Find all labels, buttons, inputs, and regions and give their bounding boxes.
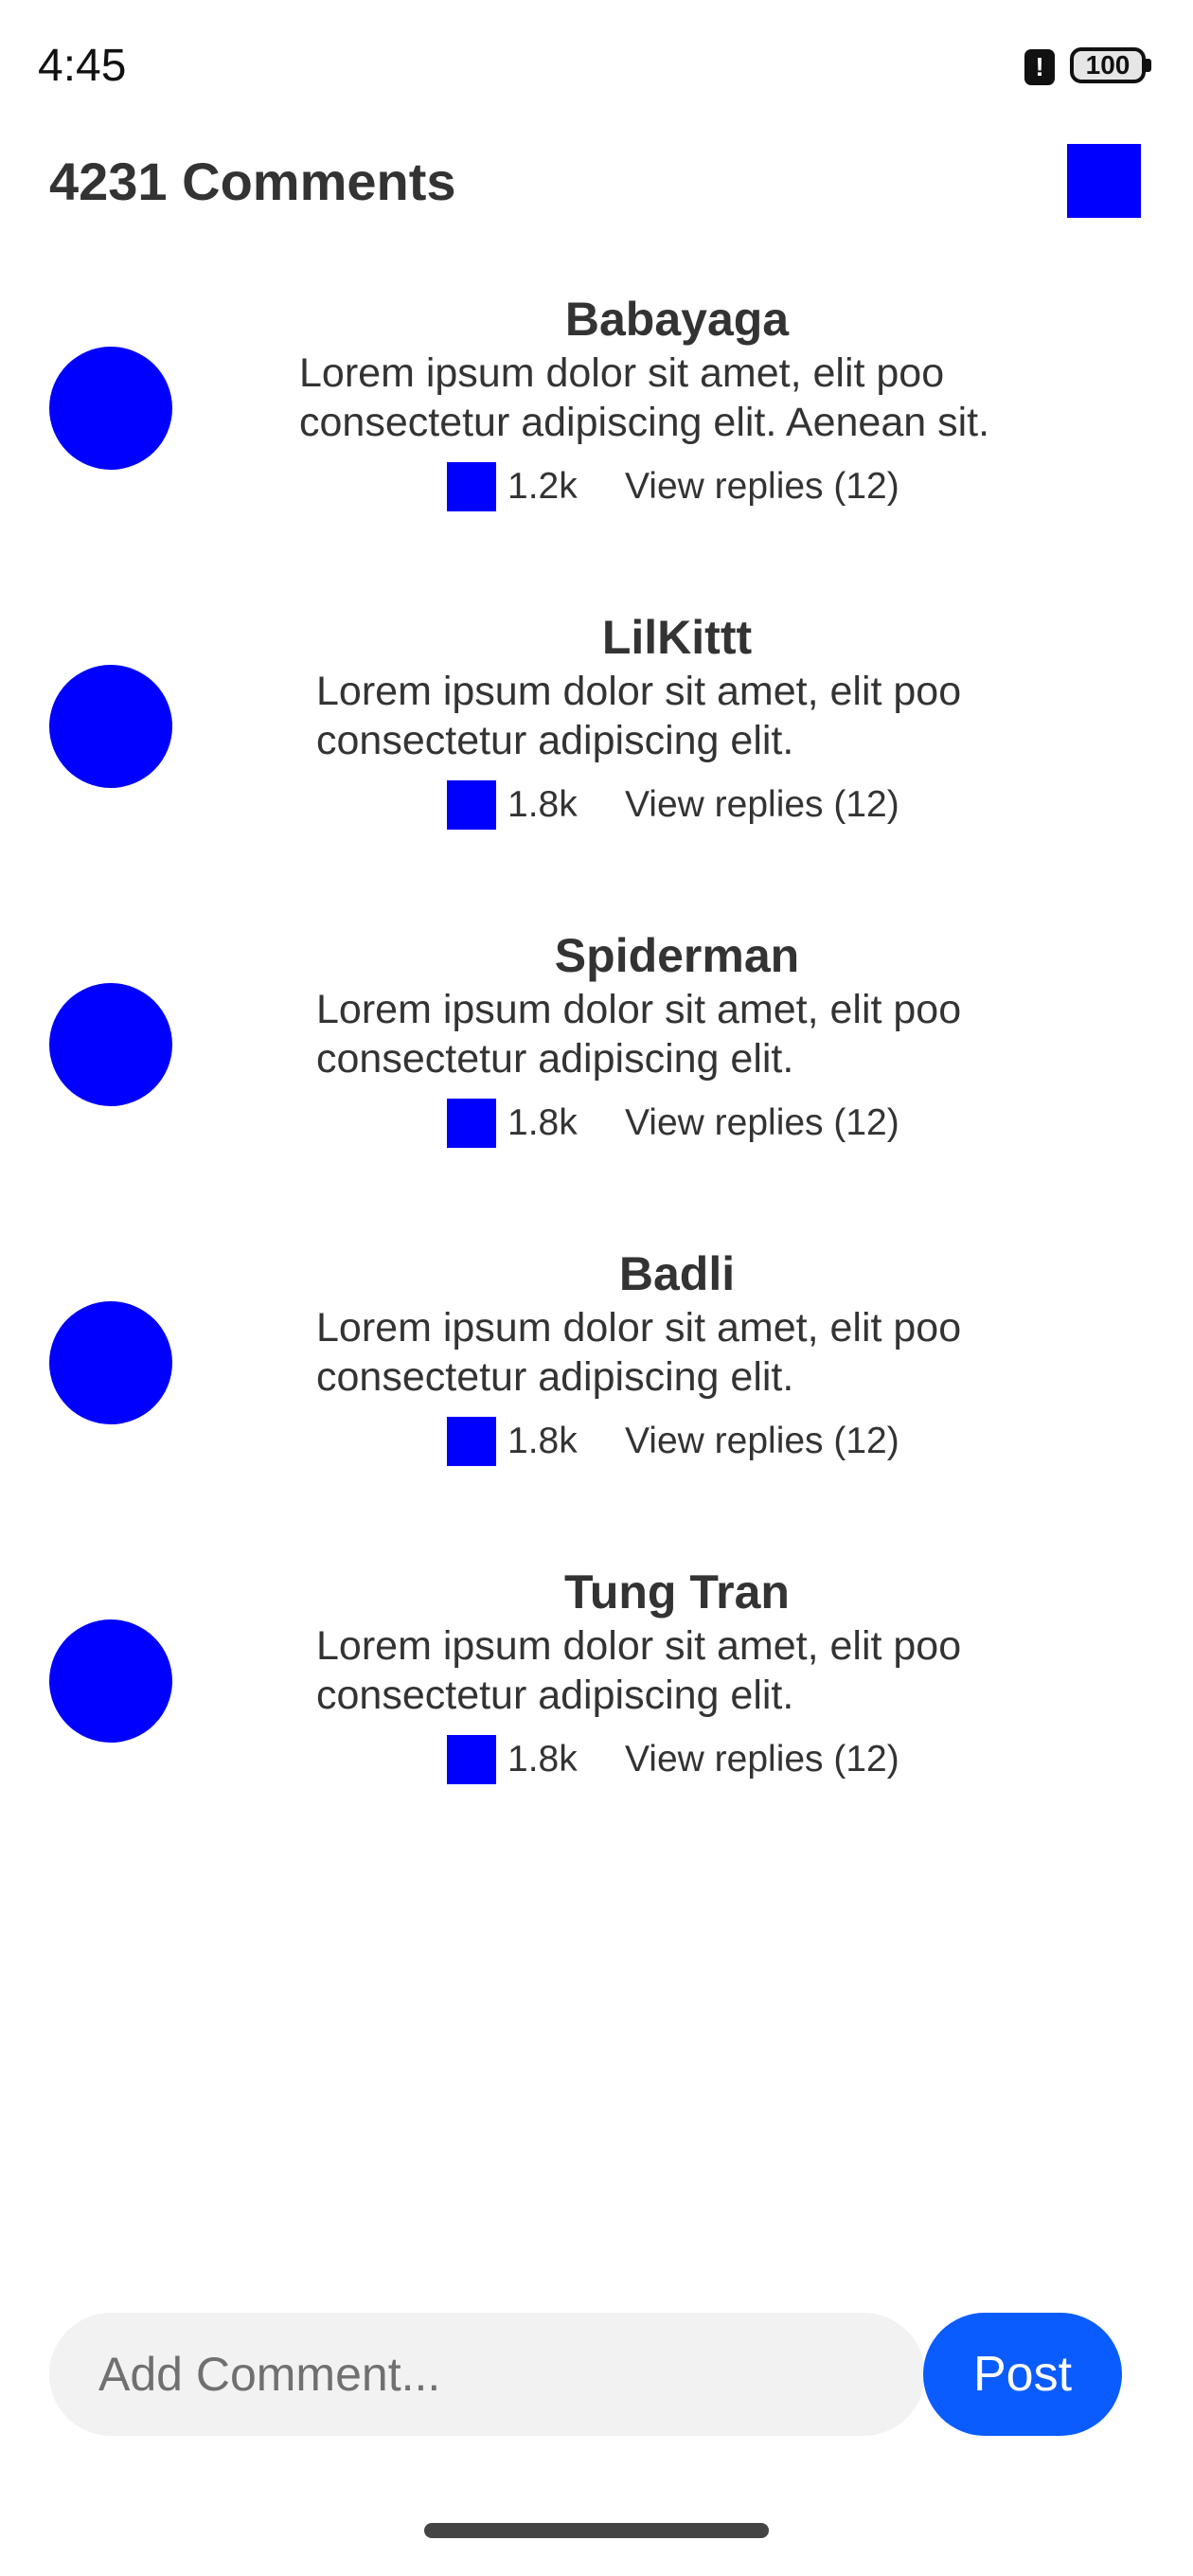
status-bar: 4:45 ! 100 <box>0 0 1193 133</box>
comment-text: Lorem ipsum dolor sit amet, elit poo con… <box>316 669 962 763</box>
comment-text: Lorem ipsum dolor sit amet, elit poo con… <box>316 1623 962 1718</box>
home-indicator[interactable] <box>424 2523 769 2538</box>
comment-item: Badli Lorem ipsum dolor sit amet, elit p… <box>0 1244 1193 1529</box>
avatar[interactable] <box>49 1301 172 1424</box>
battery-icon: 100 <box>1070 47 1146 83</box>
comment-meta: 1.8k View replies (12) <box>284 1093 1070 1150</box>
page-title: 4231 Comments <box>49 152 456 211</box>
comment-body: Babayaga Lorem ipsum dolor sit amet, eli… <box>284 290 1070 513</box>
comment-text: Lorem ipsum dolor sit amet, elit poo con… <box>316 987 962 1082</box>
like-count: 1.8k <box>507 784 578 825</box>
comment-body: LilKittt Lorem ipsum dolor sit amet, eli… <box>284 608 1070 832</box>
battery-cap <box>1146 59 1151 72</box>
header-action-icon[interactable] <box>1067 144 1141 218</box>
comment-meta: 1.8k View replies (12) <box>284 775 1070 832</box>
comment-username[interactable]: Babayaga <box>564 293 790 346</box>
avatar[interactable] <box>49 983 172 1106</box>
comment-username[interactable]: Badli <box>618 1247 736 1300</box>
comment-item: Tung Tran Lorem ipsum dolor sit amet, el… <box>0 1563 1193 1847</box>
comment-item: Babayaga Lorem ipsum dolor sit amet, eli… <box>0 290 1193 574</box>
comment-body: Tung Tran Lorem ipsum dolor sit amet, el… <box>284 1563 1070 1786</box>
like-icon[interactable] <box>447 1099 496 1148</box>
battery-level: 100 <box>1085 50 1131 80</box>
alert-icon: ! <box>1024 49 1055 85</box>
like-icon[interactable] <box>447 462 496 511</box>
view-replies-link[interactable]: View replies (12) <box>625 1102 899 1143</box>
like-icon[interactable] <box>447 780 496 830</box>
status-time: 4:45 <box>38 41 127 91</box>
avatar[interactable] <box>49 347 172 470</box>
comment-item: LilKittt Lorem ipsum dolor sit amet, eli… <box>0 608 1193 892</box>
avatar[interactable] <box>49 1619 172 1743</box>
view-replies-link[interactable]: View replies (12) <box>625 466 899 507</box>
comment-text: Lorem ipsum dolor sit amet, elit poo con… <box>299 350 990 445</box>
view-replies-link[interactable]: View replies (12) <box>625 784 899 825</box>
comment-item: Spiderman Lorem ipsum dolor sit amet, el… <box>0 926 1193 1210</box>
post-button[interactable]: Post <box>923 2313 1122 2436</box>
comment-meta: 1.2k View replies (12) <box>284 456 1070 513</box>
like-count: 1.2k <box>507 466 578 507</box>
comment-meta: 1.8k View replies (12) <box>284 1411 1070 1468</box>
avatar[interactable] <box>49 665 172 788</box>
comment-text: Lorem ipsum dolor sit amet, elit poo con… <box>316 1305 962 1400</box>
like-count: 1.8k <box>507 1421 578 1461</box>
comment-username[interactable]: LilKittt <box>601 611 753 664</box>
comment-username[interactable]: Spiderman <box>554 929 800 982</box>
add-comment-input[interactable] <box>49 2313 925 2436</box>
like-icon[interactable] <box>447 1735 496 1784</box>
like-count: 1.8k <box>507 1739 578 1780</box>
comment-username[interactable]: Tung Tran <box>564 1565 790 1619</box>
like-count: 1.8k <box>507 1102 578 1143</box>
like-icon[interactable] <box>447 1417 496 1466</box>
comment-body: Badli Lorem ipsum dolor sit amet, elit p… <box>284 1244 1070 1468</box>
comment-meta: 1.8k View replies (12) <box>284 1729 1070 1786</box>
view-replies-link[interactable]: View replies (12) <box>625 1421 899 1461</box>
view-replies-link[interactable]: View replies (12) <box>625 1739 899 1780</box>
comment-body: Spiderman Lorem ipsum dolor sit amet, el… <box>284 926 1070 1150</box>
